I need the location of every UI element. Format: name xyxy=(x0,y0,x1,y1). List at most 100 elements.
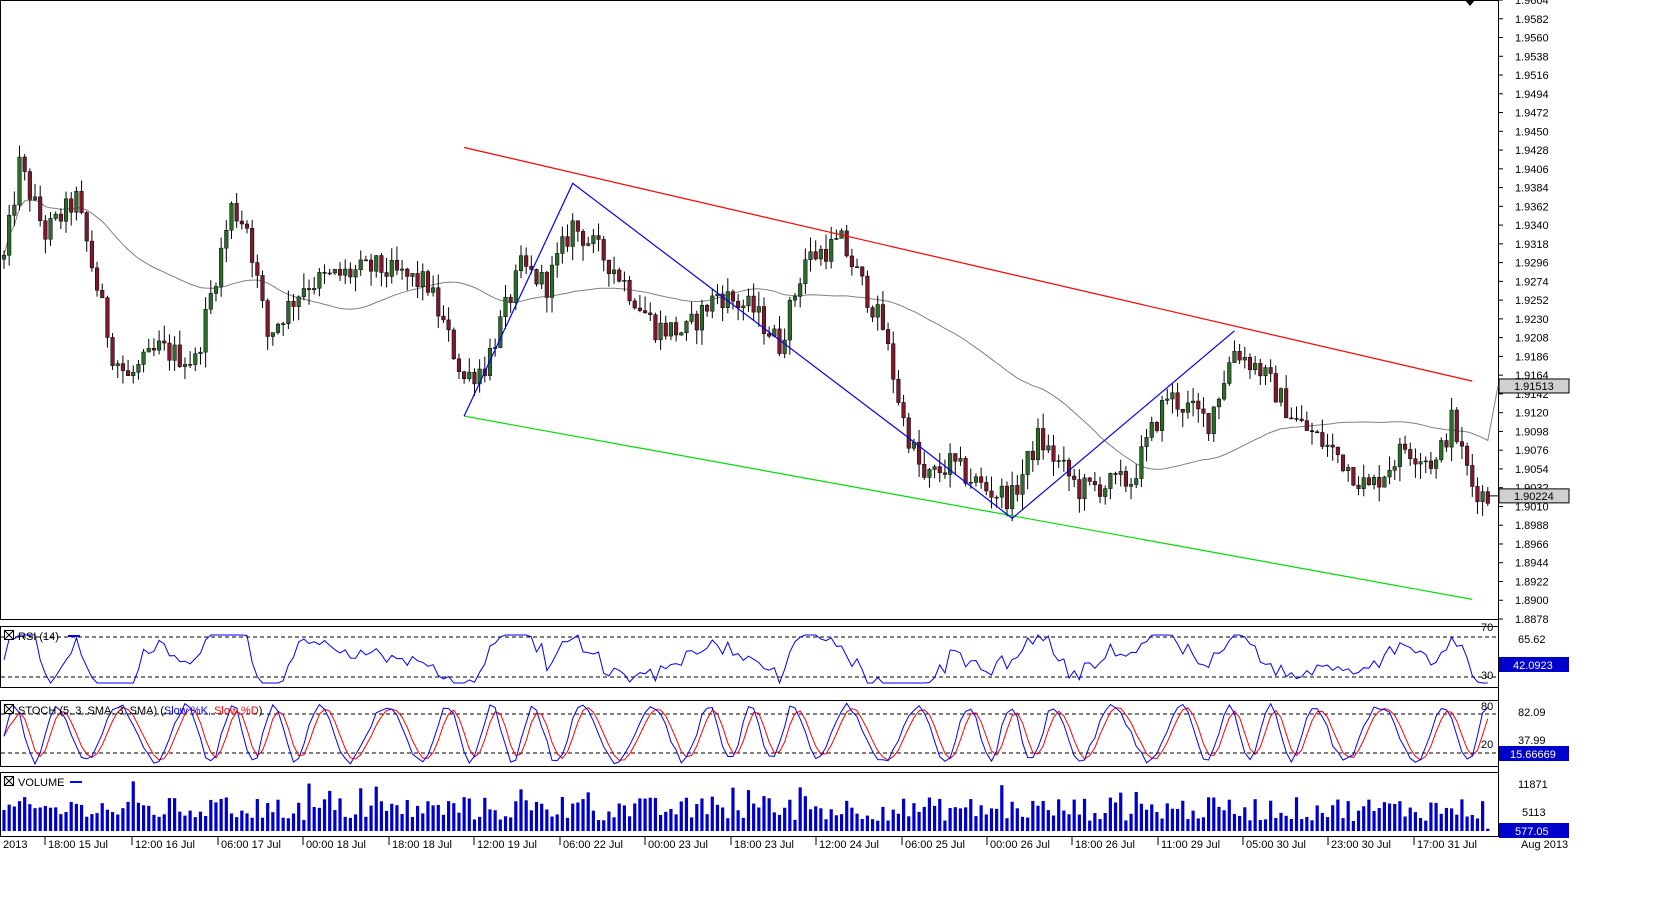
candle xyxy=(643,296,648,314)
volume-bar xyxy=(472,819,477,831)
volume-bar xyxy=(297,802,301,831)
volume-bar xyxy=(452,803,456,831)
volume-bar xyxy=(1413,812,1418,831)
candle xyxy=(1123,466,1128,493)
volume-bar xyxy=(1238,815,1242,831)
volume-bar xyxy=(1320,812,1324,831)
svg-text:15.66669: 15.66669 xyxy=(1510,749,1556,761)
volume-bar xyxy=(157,816,161,831)
candle xyxy=(79,180,84,215)
candle xyxy=(1211,406,1216,443)
volume-bar xyxy=(586,792,590,831)
candle xyxy=(999,478,1004,509)
candle xyxy=(1268,359,1273,383)
candle xyxy=(1454,407,1459,444)
candle xyxy=(1108,472,1113,500)
volume-bar xyxy=(348,817,352,831)
volume-bar xyxy=(1031,800,1035,831)
volume-bar xyxy=(1289,818,1293,831)
candle xyxy=(188,351,193,369)
volume-bar xyxy=(410,816,415,831)
volume-bar xyxy=(2,809,6,831)
zigzag-pattern-line[interactable] xyxy=(463,182,1235,520)
volume-bar xyxy=(369,805,373,831)
candle xyxy=(591,228,596,254)
price-tick-label: 1.9538 xyxy=(1515,51,1549,63)
volume-bar xyxy=(1134,791,1138,831)
volume-bar xyxy=(881,806,885,831)
candle xyxy=(855,258,860,268)
candle xyxy=(932,464,937,479)
candle xyxy=(689,301,694,325)
volume-bar xyxy=(658,814,663,831)
volume-bar xyxy=(178,811,182,831)
candle xyxy=(441,305,446,323)
volume-bar xyxy=(1232,813,1237,831)
volume-bar xyxy=(901,798,906,831)
candle xyxy=(239,210,244,230)
candle xyxy=(1309,422,1315,445)
volume-bar xyxy=(710,796,714,831)
volume-bar xyxy=(1331,805,1335,831)
candle xyxy=(63,191,69,233)
candle xyxy=(286,290,291,330)
candle xyxy=(679,331,684,336)
candle xyxy=(606,259,611,287)
volume-bar xyxy=(426,801,430,831)
volume-bar xyxy=(1351,820,1355,831)
volume-bar xyxy=(353,814,358,831)
candle xyxy=(193,347,198,372)
candle xyxy=(1097,476,1103,504)
volume-bar xyxy=(979,805,983,831)
volume-bar xyxy=(741,817,745,831)
price-tick-label: 1.9340 xyxy=(1515,220,1549,232)
volume-bar xyxy=(1470,814,1474,831)
candle xyxy=(1470,453,1475,497)
candle xyxy=(880,291,885,331)
volume-bar xyxy=(188,810,192,831)
candle xyxy=(1061,446,1066,472)
volume-bar xyxy=(219,798,223,831)
candle xyxy=(1227,356,1232,386)
volume-bar xyxy=(1336,799,1340,831)
rsi-level-70: 70 xyxy=(1481,622,1493,634)
volume-bar xyxy=(343,816,347,831)
candle xyxy=(1346,464,1351,482)
volume-bar xyxy=(581,799,585,831)
price-tick-label: 1.9252 xyxy=(1515,295,1549,307)
candle xyxy=(1480,485,1485,516)
volume-bar xyxy=(1062,810,1066,831)
volume-bar xyxy=(266,802,270,831)
volume-bar xyxy=(1196,818,1200,831)
candle xyxy=(327,268,332,276)
candle xyxy=(803,248,808,294)
candle xyxy=(674,316,679,342)
candle xyxy=(27,168,32,212)
volume-bar xyxy=(989,808,994,831)
candle xyxy=(348,262,353,284)
price-tick-label: 1.9274 xyxy=(1515,276,1549,288)
candle xyxy=(22,154,27,181)
volume-bar xyxy=(509,817,513,831)
upper-trendline[interactable] xyxy=(463,146,1473,382)
volume-bar xyxy=(555,814,559,831)
lower-trendline[interactable] xyxy=(464,415,1473,600)
x-axis-label: 06:00 25 Jul xyxy=(905,839,965,851)
candle xyxy=(1485,487,1490,506)
candle xyxy=(1335,446,1340,464)
x-axis-label: 00:00 23 Jul xyxy=(648,839,708,851)
volume-bar xyxy=(374,786,378,831)
candle xyxy=(265,298,270,351)
candle xyxy=(1035,418,1041,466)
volume-bar xyxy=(167,798,172,831)
volume-bar xyxy=(390,803,394,831)
volume-bar xyxy=(441,814,446,831)
candle xyxy=(922,451,927,480)
volume-bar xyxy=(938,798,942,831)
volume-bar xyxy=(679,801,683,831)
volume-bar xyxy=(1217,806,1221,831)
panel-menu-arrow-icon[interactable] xyxy=(1465,0,1475,6)
volume-bar xyxy=(933,805,937,831)
candle xyxy=(1051,434,1056,477)
